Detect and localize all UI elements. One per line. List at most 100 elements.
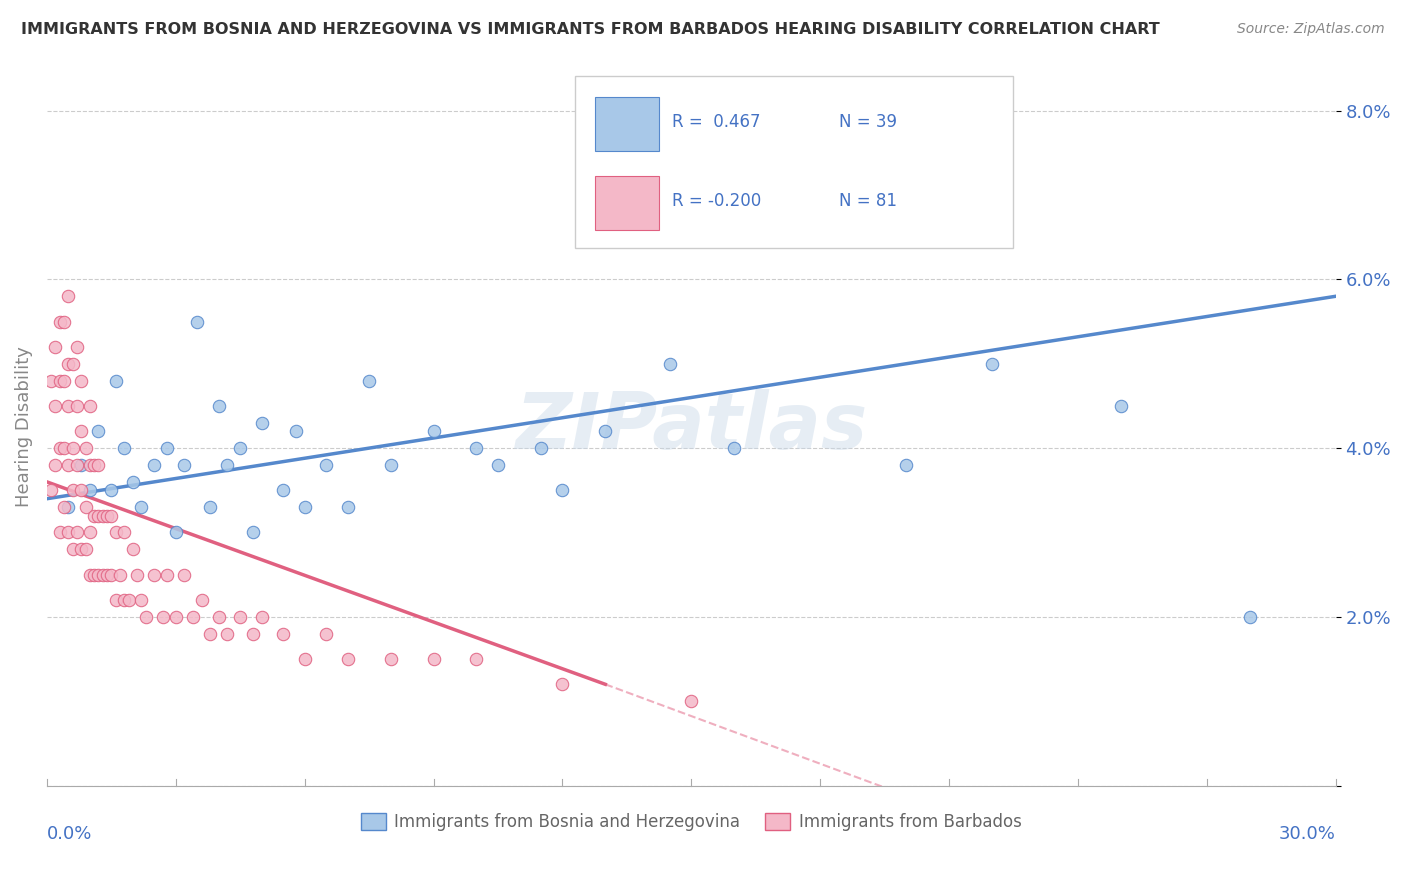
- Point: [121, 475, 143, 489]
- Text: ZIPatlas: ZIPatlas: [515, 389, 868, 465]
- Point: [181, 610, 204, 624]
- Point: [551, 483, 574, 498]
- Point: [121, 542, 143, 557]
- Point: [87, 424, 110, 438]
- Point: [117, 593, 139, 607]
- Point: [1239, 610, 1261, 624]
- Point: [83, 458, 105, 472]
- Point: [104, 525, 127, 540]
- Point: [79, 483, 101, 498]
- Point: [486, 458, 509, 472]
- Point: [208, 610, 231, 624]
- Point: [62, 441, 84, 455]
- Point: [242, 626, 264, 640]
- Text: Source: ZipAtlas.com: Source: ZipAtlas.com: [1237, 22, 1385, 37]
- Point: [44, 399, 66, 413]
- Point: [681, 694, 703, 708]
- Point: [75, 500, 97, 515]
- Point: [127, 567, 149, 582]
- Text: IMMIGRANTS FROM BOSNIA AND HERZEGOVINA VS IMMIGRANTS FROM BARBADOS HEARING DISAB: IMMIGRANTS FROM BOSNIA AND HERZEGOVINA V…: [21, 22, 1160, 37]
- Point: [294, 652, 316, 666]
- Point: [152, 610, 174, 624]
- Point: [62, 483, 84, 498]
- Point: [53, 500, 76, 515]
- Point: [422, 424, 444, 438]
- Point: [198, 500, 221, 515]
- Point: [104, 374, 127, 388]
- Point: [112, 525, 135, 540]
- Point: [75, 542, 97, 557]
- Point: [131, 500, 153, 515]
- Point: [58, 458, 80, 472]
- Point: [336, 500, 359, 515]
- Point: [422, 652, 444, 666]
- Point: [104, 593, 127, 607]
- Point: [143, 567, 166, 582]
- Point: [79, 399, 101, 413]
- Point: [198, 626, 221, 640]
- FancyBboxPatch shape: [595, 176, 659, 230]
- Point: [981, 357, 1004, 371]
- Point: [465, 441, 488, 455]
- Point: [79, 458, 101, 472]
- FancyBboxPatch shape: [575, 76, 1014, 248]
- Text: N = 39: N = 39: [839, 113, 897, 131]
- Point: [173, 567, 195, 582]
- Point: [131, 593, 153, 607]
- Point: [96, 567, 118, 582]
- Point: [87, 508, 110, 523]
- Point: [70, 374, 93, 388]
- Point: [91, 508, 114, 523]
- Point: [315, 458, 337, 472]
- Point: [359, 374, 381, 388]
- Point: [208, 399, 231, 413]
- Point: [1109, 399, 1132, 413]
- Point: [53, 315, 76, 329]
- Point: [70, 542, 93, 557]
- Point: [156, 441, 179, 455]
- Point: [173, 458, 195, 472]
- Point: [58, 399, 80, 413]
- Point: [156, 567, 179, 582]
- Point: [70, 424, 93, 438]
- Point: [58, 525, 80, 540]
- Point: [53, 441, 76, 455]
- Legend: Immigrants from Bosnia and Herzegovina, Immigrants from Barbados: Immigrants from Bosnia and Herzegovina, …: [354, 806, 1028, 838]
- Point: [62, 542, 84, 557]
- Point: [58, 500, 80, 515]
- Point: [271, 483, 294, 498]
- Point: [165, 525, 187, 540]
- Point: [83, 567, 105, 582]
- Point: [143, 458, 166, 472]
- Point: [165, 610, 187, 624]
- Point: [658, 357, 681, 371]
- Point: [112, 441, 135, 455]
- Point: [87, 458, 110, 472]
- Point: [229, 610, 252, 624]
- Point: [66, 458, 89, 472]
- Point: [79, 567, 101, 582]
- Point: [108, 567, 131, 582]
- Point: [186, 315, 208, 329]
- Point: [250, 610, 273, 624]
- Point: [70, 458, 93, 472]
- Point: [100, 567, 122, 582]
- Point: [70, 483, 93, 498]
- Point: [217, 626, 239, 640]
- Text: 30.0%: 30.0%: [1279, 825, 1336, 843]
- Text: R = -0.200: R = -0.200: [672, 192, 761, 211]
- Point: [44, 340, 66, 354]
- Point: [79, 525, 101, 540]
- Point: [44, 458, 66, 472]
- Point: [53, 374, 76, 388]
- Point: [465, 652, 488, 666]
- Point: [285, 424, 308, 438]
- Point: [336, 652, 359, 666]
- Point: [551, 677, 574, 691]
- Point: [91, 567, 114, 582]
- Text: 0.0%: 0.0%: [46, 825, 93, 843]
- Point: [39, 374, 62, 388]
- Y-axis label: Hearing Disability: Hearing Disability: [15, 347, 32, 508]
- Point: [66, 525, 89, 540]
- Point: [83, 508, 105, 523]
